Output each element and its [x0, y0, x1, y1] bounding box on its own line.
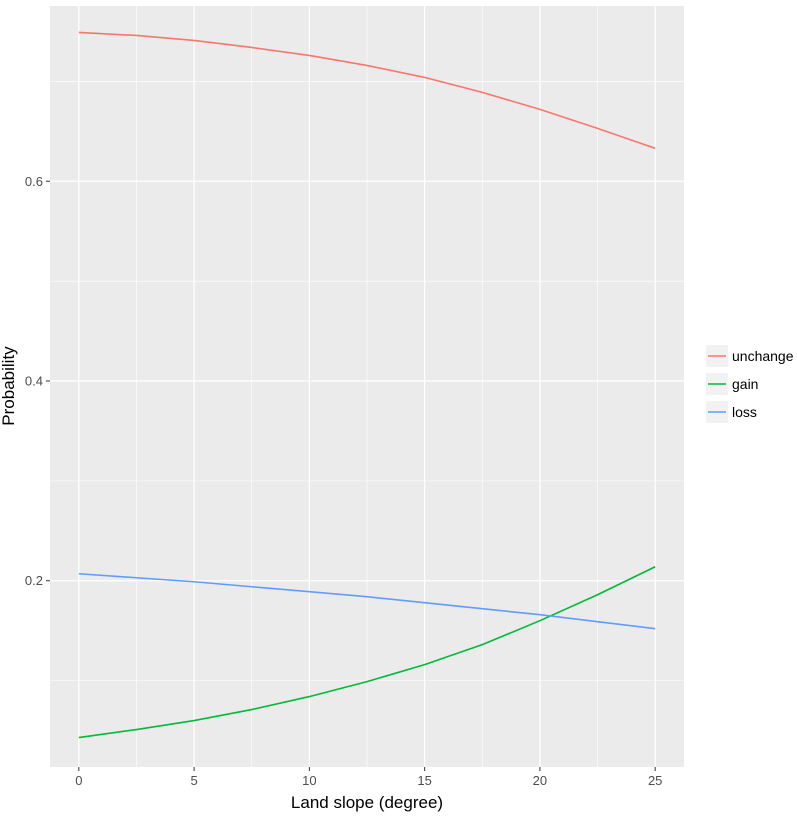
- y-tick-label: 0.6: [25, 174, 43, 189]
- x-axis: 0 5 10 15 20 25: [75, 767, 662, 788]
- y-axis: 0.2 0.4 0.6: [25, 174, 50, 588]
- legend: unchange gain loss: [703, 340, 797, 428]
- legend-label-gain: gain: [732, 376, 758, 392]
- legend-label-unchange: unchange: [732, 348, 794, 364]
- x-axis-title: Land slope (degree): [291, 793, 443, 812]
- x-tick-label: 15: [417, 773, 431, 788]
- series-line-loss: [78, 572, 656, 630]
- series-line-gain: [78, 566, 656, 739]
- grid: [50, 6, 684, 767]
- x-tick-label: 25: [648, 773, 662, 788]
- x-tick-label: 5: [190, 773, 197, 788]
- y-tick-label: 0.4: [25, 374, 43, 389]
- y-axis-title: Probability: [0, 346, 18, 426]
- x-tick-label: 20: [533, 773, 547, 788]
- y-tick-label: 0.2: [25, 573, 43, 588]
- x-tick-label: 10: [302, 773, 316, 788]
- series-line-unchange: [78, 31, 656, 150]
- x-tick-label: 0: [75, 773, 82, 788]
- series-lines: [78, 31, 656, 739]
- legend-label-loss: loss: [732, 404, 757, 420]
